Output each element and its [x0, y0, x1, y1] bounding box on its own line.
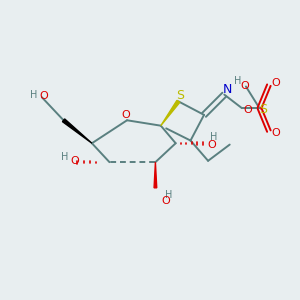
Polygon shape	[62, 119, 92, 143]
Polygon shape	[154, 162, 157, 188]
Text: H: H	[61, 152, 69, 162]
Text: H: H	[30, 90, 37, 100]
Text: N: N	[222, 83, 232, 96]
Polygon shape	[161, 100, 180, 126]
Text: O: O	[271, 128, 280, 138]
Text: O: O	[271, 78, 280, 88]
Text: O: O	[70, 156, 79, 166]
Text: S: S	[260, 103, 268, 116]
Text: O: O	[40, 91, 49, 101]
Text: H: H	[234, 76, 242, 86]
Text: H: H	[210, 132, 218, 142]
Text: S: S	[176, 89, 184, 103]
Text: H: H	[165, 190, 172, 200]
Text: O: O	[121, 110, 130, 120]
Text: O: O	[162, 196, 171, 206]
Text: O: O	[241, 81, 249, 91]
Text: O: O	[208, 140, 217, 150]
Text: O: O	[243, 105, 252, 115]
